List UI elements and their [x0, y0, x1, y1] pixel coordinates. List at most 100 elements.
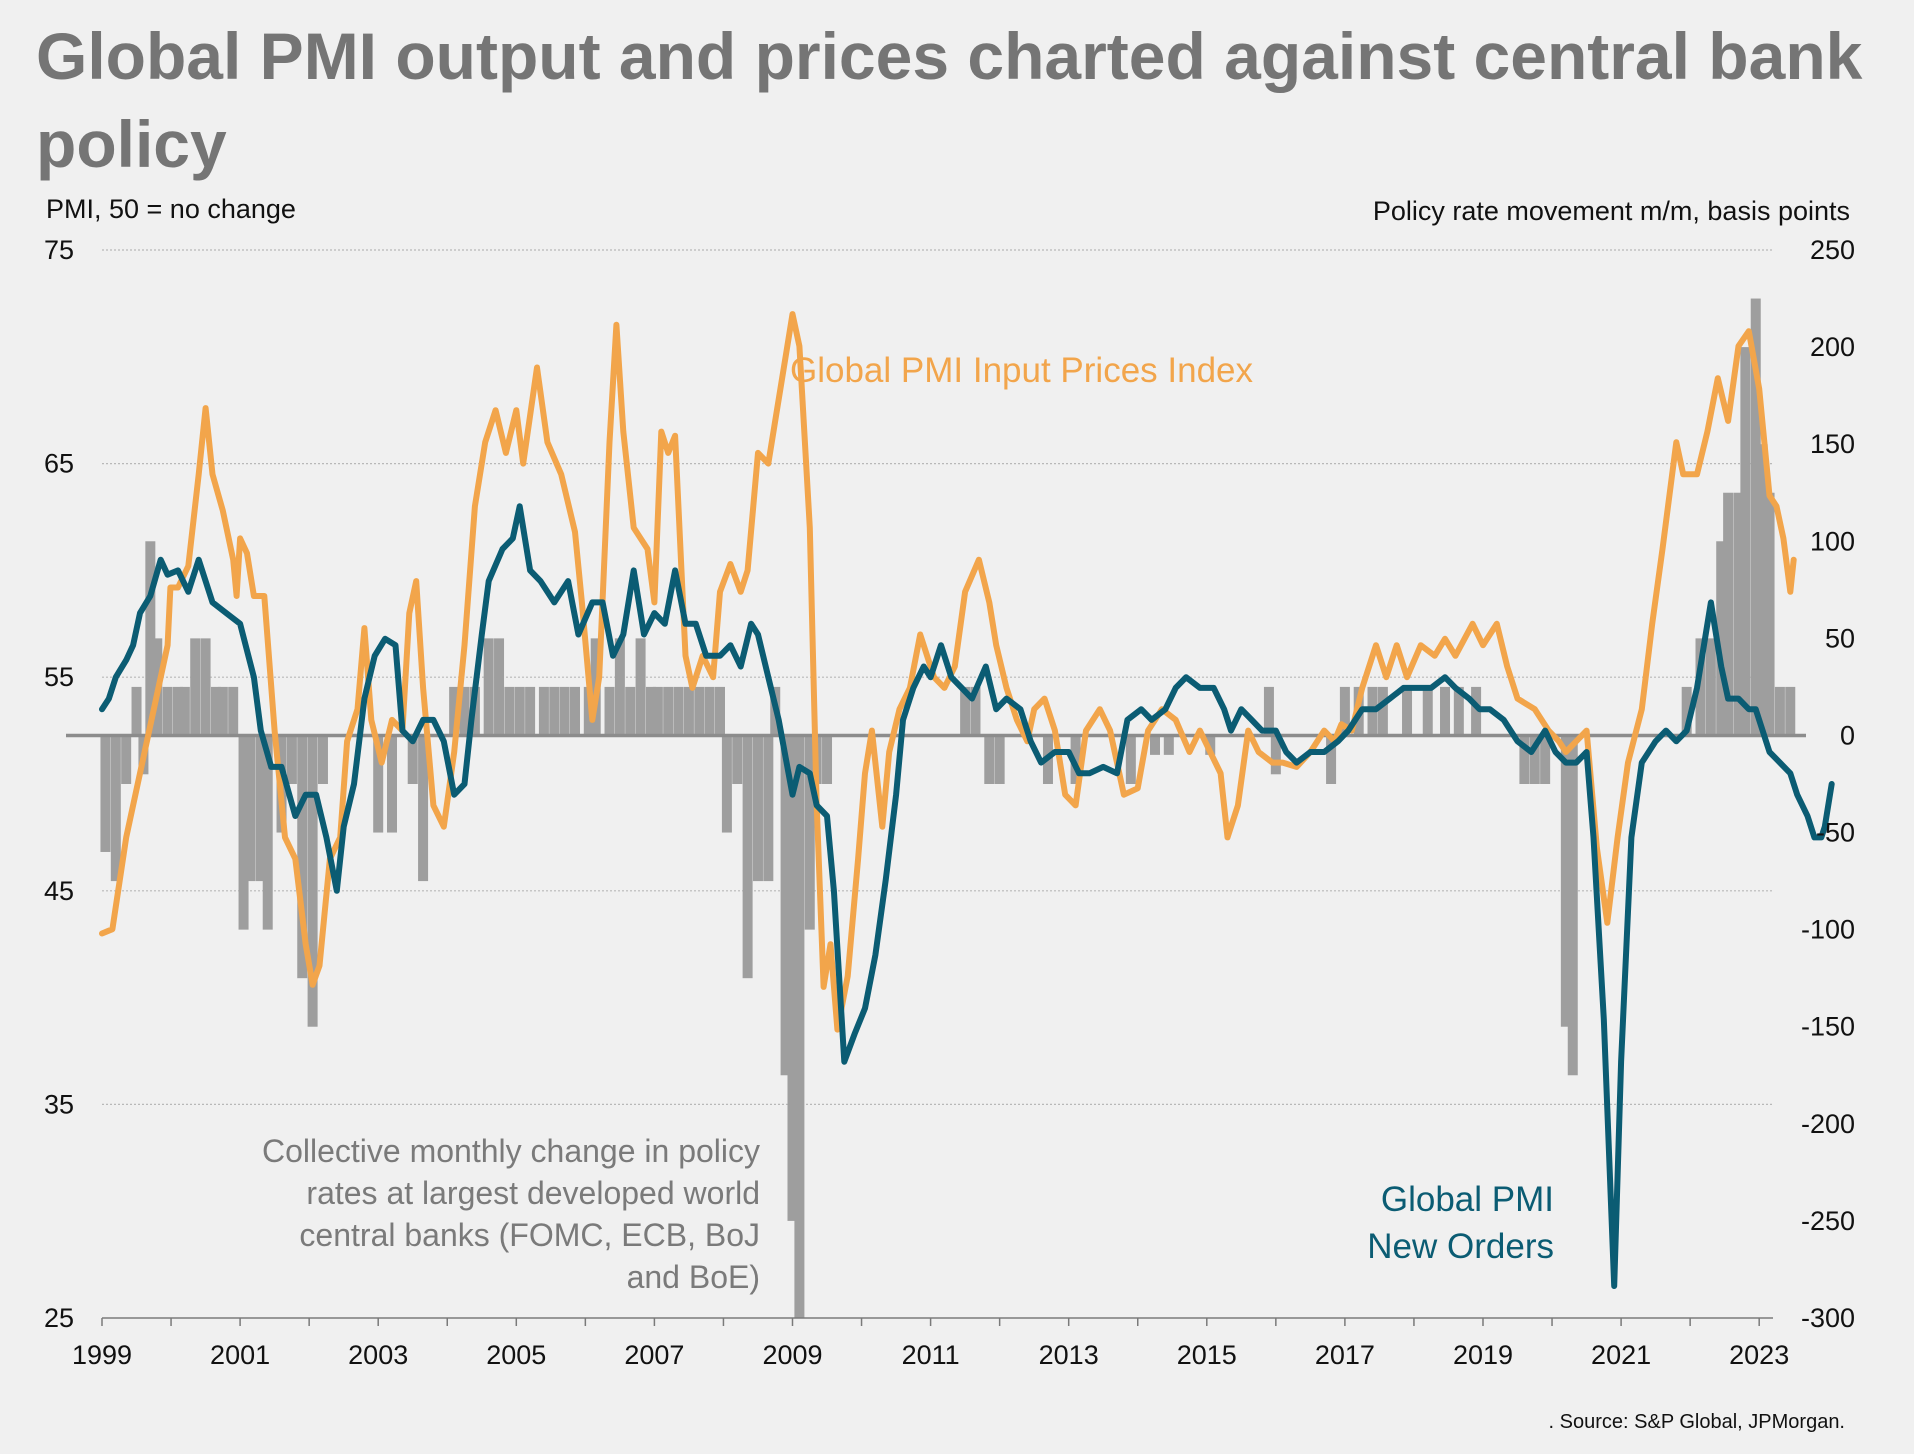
policy-bar — [1471, 686, 1482, 736]
policy-bar — [970, 686, 981, 736]
policy-bar — [145, 541, 156, 736]
policy-bar — [1205, 735, 1216, 755]
policy-bar — [1377, 686, 1388, 736]
x-tick-label: 1999 — [72, 1340, 132, 1370]
policy-bar — [1163, 735, 1174, 755]
policy-bar — [255, 735, 266, 882]
policy-bar — [459, 686, 470, 736]
policy-bar — [1125, 735, 1136, 784]
y-right-tick-label: 150 — [1810, 429, 1855, 459]
policy-bar — [286, 735, 297, 784]
policy-bar — [1540, 735, 1551, 784]
policy-bar — [559, 686, 570, 736]
policy-bar — [694, 686, 705, 736]
policy-bar — [190, 638, 201, 736]
policy-bar — [549, 686, 560, 736]
x-axis: 1999 2001 2003 2005 2007 2009 2011 2013 2015 2017… — [72, 1317, 1789, 1370]
policy-bar — [721, 735, 732, 833]
policy-bar — [1785, 686, 1796, 736]
policy-bar — [449, 686, 460, 736]
x-tick-label: 2007 — [624, 1340, 684, 1370]
policy-bar — [1705, 638, 1716, 736]
policy-bar — [1339, 686, 1350, 736]
policy-bars — [100, 298, 1796, 1318]
x-tick-label: 2009 — [762, 1340, 822, 1370]
policy-bar — [1757, 444, 1768, 736]
y-left-tick-label: 45 — [44, 876, 74, 906]
policy-bar — [742, 735, 753, 979]
policy-bar — [483, 638, 494, 736]
policy-bar — [387, 735, 398, 833]
x-tick-label: 2001 — [210, 1340, 270, 1370]
x-tick-label: 2011 — [902, 1340, 960, 1370]
y-right-tick-label: 50 — [1825, 623, 1855, 653]
policy-bar — [625, 686, 636, 736]
y-right-axis: 250 200 150 100 50 0 -50 -100 -150 -200 -250 -300 — [1801, 235, 1855, 1333]
y-right-tick-label: 200 — [1810, 332, 1855, 362]
y-left-tick-label: 65 — [44, 449, 74, 479]
y-right-tick-label: -300 — [1801, 1303, 1855, 1333]
policy-bar — [210, 686, 221, 736]
y-left-label: PMI, 50 = no change — [46, 194, 296, 224]
policy-bar — [732, 735, 743, 784]
policy-bar — [131, 686, 142, 736]
x-tick-label: 2017 — [1315, 1340, 1375, 1370]
y-right-tick-label: -100 — [1801, 915, 1855, 945]
x-tick-label: 2023 — [1729, 1340, 1789, 1370]
policy-bar — [984, 735, 995, 784]
policy-bar — [525, 686, 536, 736]
policy-bar — [1402, 686, 1413, 736]
y-left-tick-label: 55 — [44, 662, 74, 692]
policy-bar — [752, 735, 763, 882]
y-right-tick-label: -200 — [1801, 1109, 1855, 1139]
policy-bar — [514, 686, 525, 736]
annotation-policy-2: rates at largest developed world — [306, 1175, 760, 1211]
policy-bar — [162, 686, 173, 736]
new-orders-line — [99, 503, 1835, 1289]
x-tick-label: 2003 — [348, 1340, 408, 1370]
annotation-new-orders-1: Global PMI — [1381, 1180, 1554, 1219]
policy-bar — [604, 686, 615, 736]
policy-bar — [238, 735, 249, 930]
x-tick-label: 2021 — [1591, 1340, 1651, 1370]
policy-bar — [1774, 686, 1785, 736]
policy-bar — [100, 735, 111, 852]
policy-bar — [1529, 735, 1540, 784]
policy-bar — [121, 735, 132, 784]
policy-bar — [1270, 735, 1281, 775]
policy-bar — [110, 735, 121, 882]
policy-bar — [994, 735, 1005, 784]
y-left-tick-label: 25 — [44, 1303, 74, 1333]
policy-bar — [614, 638, 625, 736]
policy-bar — [822, 735, 833, 784]
x-tick-label: 2015 — [1177, 1340, 1237, 1370]
annotation-policy-3: central banks (FOMC, ECB, BoJ — [299, 1217, 760, 1253]
policy-bar — [804, 735, 815, 930]
policy-bar — [652, 686, 663, 736]
policy-bar — [794, 735, 805, 1318]
policy-bar — [504, 686, 515, 736]
policy-bar — [1750, 298, 1761, 736]
policy-bar — [1723, 492, 1734, 736]
policy-bar — [245, 735, 256, 882]
annotation-policy-4: and BoE) — [627, 1259, 760, 1295]
policy-bar — [307, 735, 318, 1027]
y-left-tick-label: 75 — [44, 235, 74, 265]
policy-bar — [1422, 686, 1433, 736]
policy-bar — [704, 686, 715, 736]
y-right-tick-label: 100 — [1810, 526, 1855, 556]
y-right-tick-label: 250 — [1810, 235, 1855, 265]
policy-bar — [262, 735, 273, 930]
x-tick-label: 2019 — [1453, 1340, 1513, 1370]
x-tick-label: 2013 — [1039, 1340, 1099, 1370]
policy-bar — [538, 686, 549, 736]
policy-bar — [683, 686, 694, 736]
annotation-policy-1: Collective monthly change in policy — [262, 1133, 760, 1169]
policy-bar — [1733, 492, 1744, 736]
grid-lines — [102, 249, 1773, 1106]
policy-bar — [960, 686, 971, 736]
policy-bar — [317, 735, 328, 784]
policy-bar — [1453, 686, 1464, 736]
policy-bar — [297, 735, 308, 979]
